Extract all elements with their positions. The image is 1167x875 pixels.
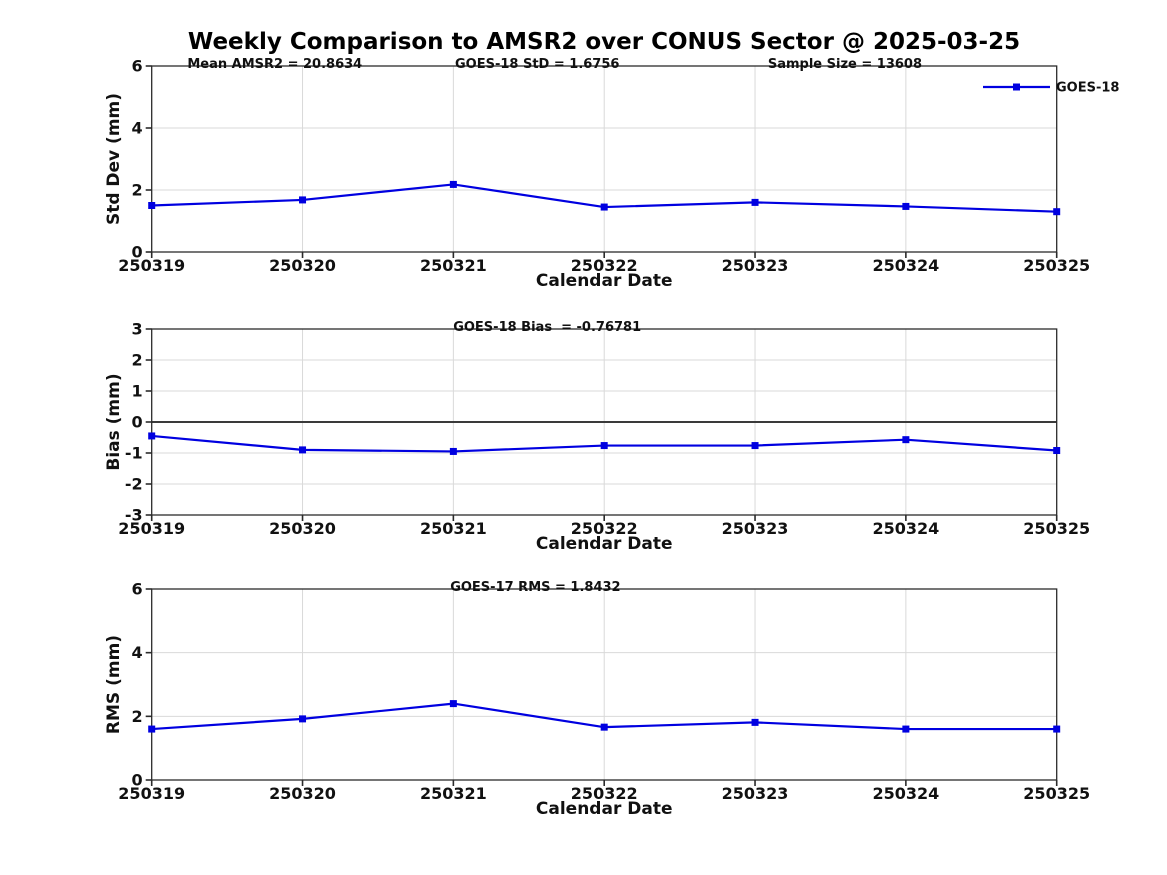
subplot-bias: 250319 250320 250321 250322 250323 250324 2503…	[104, 320, 1090, 555]
x-tick-label: 250320	[269, 784, 336, 803]
y-tick-label: 3	[132, 320, 143, 339]
data-point-marker	[449, 447, 457, 455]
data-point-marker	[751, 442, 759, 450]
data-point-marker	[600, 442, 608, 450]
data-point-marker	[751, 198, 759, 206]
data-point-marker	[1053, 208, 1061, 216]
annotation: Sample Size = 13608	[768, 57, 922, 72]
x-tick-label: 250325	[1023, 784, 1090, 803]
annotation: GOES-17 RMS = 1.8432	[450, 580, 620, 595]
data-point-marker	[449, 180, 457, 188]
y-tick-label: 4	[132, 119, 143, 138]
x-tick-label: 250322	[571, 784, 638, 803]
annotation: GOES-18 Bias = -0.76781	[453, 320, 641, 335]
x-tick-label: 250319	[118, 784, 185, 803]
data-point-marker	[600, 723, 608, 731]
y-tick-label: 2	[132, 351, 143, 370]
x-tick-label: 250323	[722, 784, 789, 803]
data-point-marker	[299, 715, 307, 723]
legend-label: GOES-18	[1056, 81, 1119, 96]
annotation: GOES-18 StD = 1.6756	[455, 57, 619, 72]
x-tick-label: 250321	[420, 256, 487, 275]
y-tick-label: 2	[132, 181, 143, 200]
data-point-marker	[148, 202, 156, 209]
data-point-marker	[299, 446, 307, 454]
data-point-marker	[148, 432, 156, 440]
y-tick-label: 4	[132, 643, 143, 662]
x-axis-label: Calendar Date	[536, 534, 673, 554]
x-tick-label: 250319	[118, 256, 185, 275]
data-point-marker	[449, 700, 457, 708]
legend: GOES-18	[983, 81, 1119, 96]
data-point-marker	[148, 725, 156, 733]
y-tick-label: 0	[132, 771, 143, 790]
x-tick-label: 250322	[571, 519, 638, 538]
data-point-marker	[1053, 447, 1061, 455]
data-point-marker	[751, 718, 759, 726]
subplot-std-dev: 250319 250320 250321 250322 250323 250324 2503…	[104, 57, 1090, 292]
y-tick-label: -1	[125, 444, 143, 463]
chart-title: Weekly Comparison to AMSR2 over CONUS Se…	[187, 29, 1021, 55]
x-tick-label: 250325	[1023, 256, 1090, 275]
data-point-marker	[902, 725, 910, 733]
y-tick-label: 1	[132, 382, 143, 401]
x-tick-label: 250324	[872, 256, 939, 275]
data-point-marker	[902, 202, 910, 210]
y-tick-label: 2	[132, 707, 143, 726]
data-point-marker	[600, 203, 608, 211]
data-point-marker	[902, 436, 910, 444]
x-tick-label: 250320	[269, 519, 336, 538]
y-axis-label: RMS (mm)	[104, 635, 124, 734]
x-tick-label: 250321	[420, 519, 487, 538]
y-tick-label: -3	[125, 506, 143, 525]
annotation: Mean AMSR2 = 20.8634	[187, 57, 362, 72]
x-tick-label: 250322	[571, 256, 638, 275]
legend-marker-icon	[1013, 83, 1020, 91]
x-tick-label: 250323	[722, 519, 789, 538]
y-axis-label: Std Dev (mm)	[104, 93, 124, 225]
y-tick-label: 0	[132, 243, 143, 262]
x-tick-label: 250320	[269, 256, 336, 275]
x-tick-label: 250319	[118, 519, 185, 538]
y-tick-label: 6	[132, 57, 143, 76]
y-tick-label: 0	[132, 413, 143, 432]
x-axis-label: Calendar Date	[536, 271, 673, 291]
x-tick-label: 250323	[722, 256, 789, 275]
x-tick-label: 250325	[1023, 519, 1090, 538]
x-tick-label: 250324	[872, 784, 939, 803]
subplot-rms: 250319 250320 250321 250322 250323 250324 2503…	[104, 580, 1090, 820]
data-point-marker	[299, 196, 307, 204]
x-tick-label: 250321	[420, 784, 487, 803]
x-axis-label: Calendar Date	[536, 799, 673, 819]
y-tick-label: -2	[125, 475, 143, 494]
y-axis-label: Bias (mm)	[104, 373, 124, 470]
x-tick-label: 250324	[872, 519, 939, 538]
y-tick-label: 6	[132, 580, 143, 599]
data-point-marker	[1053, 725, 1061, 733]
